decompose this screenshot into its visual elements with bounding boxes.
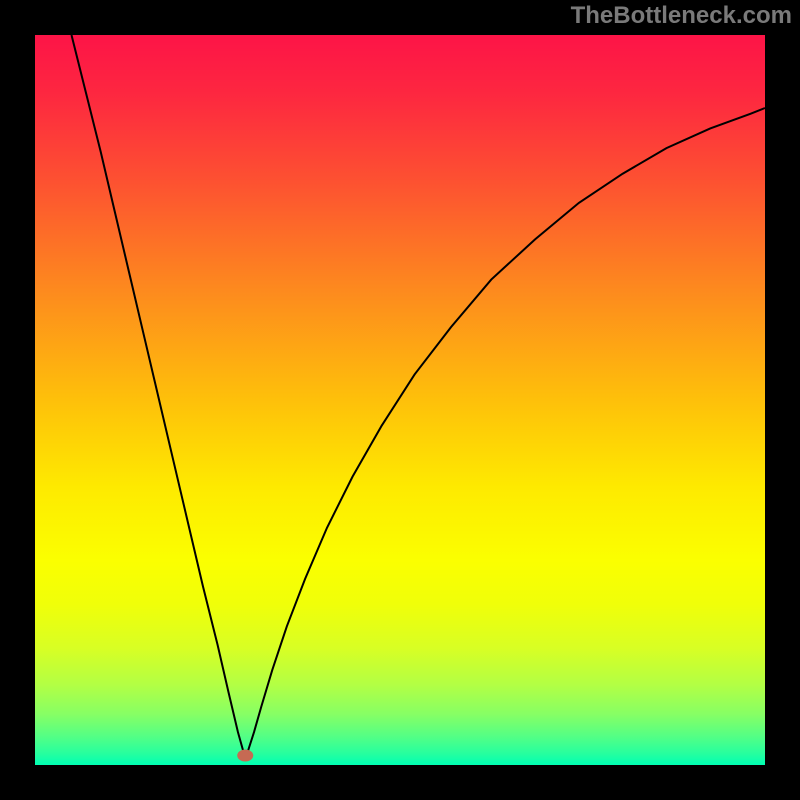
watermark-label: TheBottleneck.com bbox=[571, 2, 792, 30]
chart-container: TheBottleneck.com bbox=[0, 0, 800, 800]
curve-overlay bbox=[0, 0, 800, 800]
minimum-marker bbox=[237, 750, 253, 762]
bottleneck-curve bbox=[72, 35, 766, 756]
